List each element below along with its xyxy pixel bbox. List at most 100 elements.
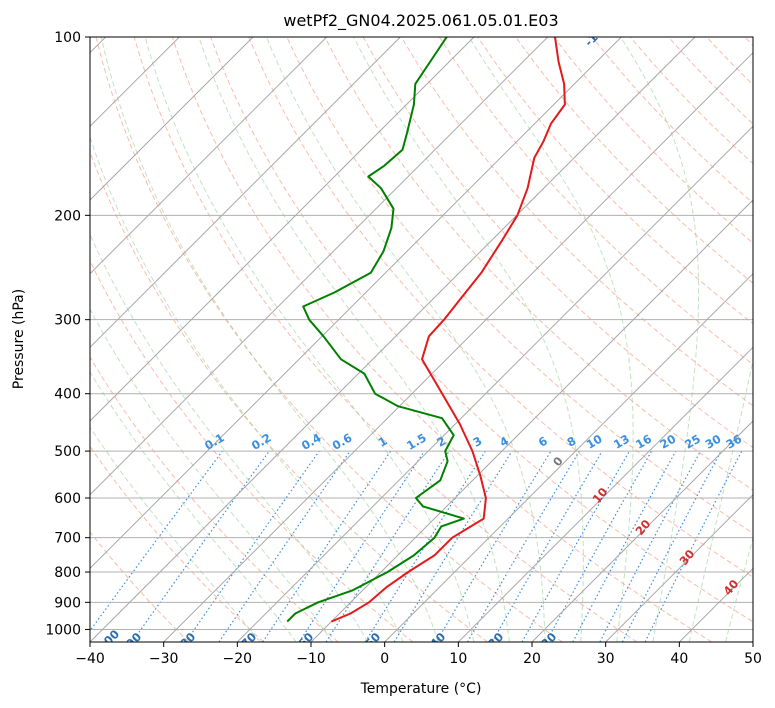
moist-adiabat-line [762, 37, 775, 642]
dry-adiabat-line [210, 37, 753, 623]
x-tick-label: 50 [744, 651, 762, 667]
isotherm-gridline [678, 567, 753, 642]
moist-adiabat-line [90, 308, 333, 642]
x-tick-label: 20 [523, 651, 541, 667]
dry-adiabat-line [400, 37, 753, 407]
dry-adiabat-line [90, 531, 190, 642]
moist-adiabat-label: 20 [632, 517, 653, 538]
moist-adiabat-label: 30 [676, 547, 697, 568]
mixing-ratio-label: 10 [584, 432, 605, 452]
mixing-ratio-line [435, 450, 552, 642]
moist-adiabat-line [198, 37, 510, 642]
mixing-ratio-line [621, 450, 722, 642]
isotherm-gridline [90, 37, 696, 642]
moist-adiabat-line [266, 37, 546, 642]
isotherm-gridline [90, 37, 328, 275]
dry-adiabat-line [90, 150, 488, 642]
x-tick-label: 10 [449, 651, 467, 667]
mixing-ratio-line [644, 450, 743, 642]
isotherm-gridline [236, 125, 753, 642]
moist-adiabat-line [688, 358, 753, 642]
dry-adiabat-line [171, 37, 712, 642]
y-tick-label: 1000 [45, 622, 81, 638]
x-tick-label: −40 [75, 651, 105, 667]
y-tick-label: 400 [54, 387, 81, 403]
isotherm-gridline [90, 37, 475, 422]
mixing-ratio-line [218, 450, 351, 642]
mixing-ratio-label: 16 [633, 432, 654, 452]
moist-adiabat-line [144, 37, 475, 642]
isotherm-gridline [531, 420, 753, 642]
mixing-ratio-label: 3 [470, 434, 484, 450]
mixing-ratio-line [572, 450, 677, 642]
dry-adiabat-line [95, 37, 563, 642]
x-tick-label: 30 [597, 651, 615, 667]
isotherm-gridline [384, 272, 753, 642]
x-tick-label: 0 [380, 651, 389, 667]
plot-frame [89, 36, 754, 643]
isotherm-gridline [163, 51, 753, 642]
moist-adiabat-line [90, 426, 261, 642]
isotherm-gridline [310, 199, 753, 642]
mixing-ratio-line [599, 450, 702, 642]
dry-adiabat-line [324, 37, 753, 491]
dry-adiabat-line [90, 259, 414, 642]
dry-adiabat-line [438, 37, 753, 366]
y-tick-label: 600 [54, 491, 81, 507]
dry-adiabat-line [553, 37, 753, 244]
moist-adiabat-line [620, 37, 700, 642]
isotherm-gridline [90, 37, 254, 201]
mixing-ratio-line [545, 450, 653, 642]
x-tick-label: 40 [670, 651, 688, 667]
mixing-ratio-label: 6 [536, 434, 550, 450]
moist-adiabat-line [353, 37, 584, 642]
moist-adiabat-line [725, 536, 753, 642]
mixing-ratio-label: 0.2 [249, 430, 274, 452]
mixing-ratio-line [131, 450, 270, 642]
moist-adiabat-line [468, 37, 634, 642]
chart-title: wetPf2_GN04.2025.061.05.01.E03 [283, 11, 558, 31]
isotherm-gridline [457, 346, 753, 642]
y-tick-label: 200 [54, 208, 81, 224]
mixing-ratio-line [262, 450, 392, 642]
isotherm-gridline [90, 37, 622, 570]
y-tick-label: 900 [54, 595, 81, 611]
mixing-ratio-label: 0.1 [202, 430, 227, 452]
y-tick-label: 800 [54, 565, 81, 581]
temperature-profile-line [331, 37, 566, 623]
mixing-ratio-line [185, 450, 320, 642]
mixing-ratio-label: 25 [682, 432, 703, 452]
moist-adiabat-line [100, 37, 439, 642]
dry-adiabat-line [515, 37, 753, 284]
moist-adiabat-label: 0 [550, 454, 566, 469]
mixing-ratio-label: 0.4 [299, 430, 324, 452]
mixing-ratio-label: 8 [564, 434, 578, 450]
mixing-ratio-label: 30 [703, 432, 724, 452]
dry-adiabat-line [744, 37, 753, 47]
moist-adiabat-line [90, 233, 369, 642]
mixing-ratio-line [298, 450, 425, 642]
isotherm-gridline [90, 37, 549, 496]
x-tick-label: −30 [149, 651, 179, 667]
mixing-ratio-label: 36 [723, 432, 744, 452]
dry-adiabat-line [90, 356, 339, 642]
moist-adiabat-label: 10 [589, 485, 610, 506]
x-axis-label: Temperature (°C) [360, 681, 482, 697]
isotherm-gridline [90, 37, 401, 349]
mixing-ratio-line [90, 450, 223, 632]
moist-adiabat-line [90, 135, 404, 642]
isotherm-gridline [605, 493, 753, 642]
isotherm-gridline [752, 641, 753, 642]
y-tick-label: 300 [54, 313, 81, 329]
y-axis-label: Pressure (hPa) [11, 289, 27, 389]
dewpoint-profile-line [286, 37, 465, 623]
mixing-ratio-line [325, 450, 450, 642]
dry-adiabat-line [362, 37, 753, 449]
mixing-ratio-label: 13 [611, 432, 632, 452]
dry-adiabat-line [90, 445, 264, 642]
mixing-ratio-line [521, 450, 631, 642]
dry-adiabat-line [248, 37, 753, 578]
dry-adiabat-line [133, 37, 638, 642]
x-tick-label: −20 [223, 651, 253, 667]
